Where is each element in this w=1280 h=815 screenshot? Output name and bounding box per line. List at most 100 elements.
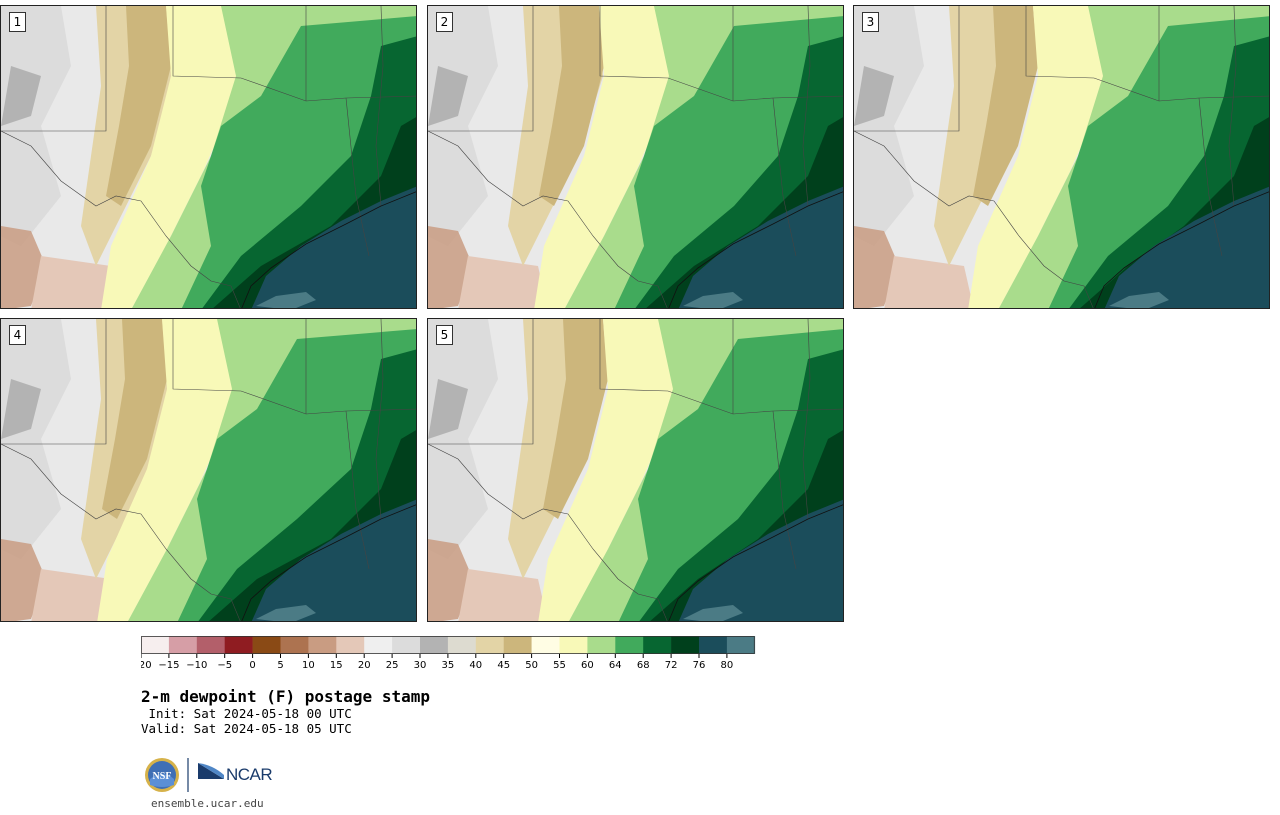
colorbar-swatch: [168, 636, 198, 654]
state-boundary: [1198, 97, 1223, 257]
international-boundary: [428, 443, 668, 621]
colorbar-tick-label: −5: [217, 660, 232, 671]
colorbar-tick-label: 76: [693, 660, 706, 671]
very-dry-region: [458, 569, 548, 621]
coastline: [241, 191, 416, 308]
colorbar-swatch: [392, 636, 421, 654]
logos: NSF: [145, 758, 224, 792]
moist-band-55: [534, 6, 674, 308]
colorbar-swatch: [420, 636, 449, 654]
map-panel-2: 2: [427, 5, 844, 309]
colorbar-swatch: [559, 636, 588, 654]
coastline: [241, 504, 416, 621]
colorbar-tick-label: −20: [141, 660, 152, 671]
gulf-moist-patch: [256, 292, 316, 308]
colorbar-swatch: [503, 636, 532, 654]
dry-region: [854, 6, 924, 246]
dry-region: [1, 319, 71, 559]
colorbar-tick-label: 55: [553, 660, 566, 671]
state-boundary: [1025, 6, 1269, 102]
dewpoint-map: [1, 6, 416, 308]
colorbar-tick-label: 20: [358, 660, 371, 671]
very-dry-region: [1, 539, 46, 621]
colorbar-swatch: [308, 636, 337, 654]
colorbar-swatch: [671, 636, 700, 654]
dry-region: [428, 379, 468, 439]
map-panel-1: 1: [0, 5, 417, 309]
colorbar-tick-label: 30: [414, 660, 427, 671]
moist-band-45: [539, 6, 604, 206]
gulf-moist-patch: [1109, 292, 1169, 308]
state-boundary: [172, 319, 416, 415]
very-dry-region: [31, 256, 121, 308]
colorbar-tick-label: 5: [277, 660, 283, 671]
coastline: [668, 504, 843, 621]
gulf-moist-patch: [256, 605, 316, 621]
panel-number-label: 3: [862, 12, 879, 32]
gulf-of-mexico: [251, 186, 416, 308]
colorbar-tick-label: 25: [386, 660, 399, 671]
colorbar-swatch: [447, 636, 477, 654]
nsf-logo-text: NSF: [153, 771, 172, 782]
state-boundary: [802, 6, 811, 207]
international-boundary: [854, 130, 1094, 308]
state-boundary: [599, 6, 843, 102]
colorbar-tick-label: −15: [158, 660, 179, 671]
colorbar-tick-label: 45: [497, 660, 510, 671]
state-boundary: [802, 319, 811, 520]
state-boundary: [375, 319, 384, 520]
gulf-moist-patch: [683, 605, 743, 621]
colorbar-swatch: [280, 636, 309, 654]
state-boundary: [345, 97, 370, 257]
dry-region: [428, 6, 498, 246]
international-boundary: [428, 130, 668, 308]
state-boundary: [428, 319, 534, 445]
colorbar-swatch: [475, 636, 504, 654]
colorbar-swatch: [643, 636, 672, 654]
dry-region: [428, 319, 498, 559]
moist-band-45: [106, 6, 171, 206]
ncar-logo-text: NCAR: [226, 765, 273, 784]
state-boundary: [1, 319, 107, 445]
international-boundary: [1, 443, 241, 621]
very-dry-region: [31, 569, 121, 621]
colorbar-tick-label: 80: [721, 660, 734, 671]
colorbar-tick-label: 40: [469, 660, 482, 671]
moist-band-45: [973, 6, 1038, 206]
colorbar-swatch: [726, 636, 756, 654]
gulf-moist-patch: [683, 292, 743, 308]
colorbar-tick-label: 10: [302, 660, 315, 671]
moist-band-55: [968, 6, 1108, 308]
state-boundary: [345, 410, 370, 570]
dewpoint-map: [854, 6, 1269, 308]
very-dry-region: [1, 226, 46, 308]
colorbar-tick-label: 60: [581, 660, 594, 671]
gulf-of-mexico: [678, 499, 843, 621]
colorbar-tick-label: 50: [525, 660, 538, 671]
state-boundary: [1228, 6, 1237, 207]
website-label: ensemble.ucar.edu: [151, 797, 264, 810]
init-time: Init: Sat 2024-05-18 00 UTC: [141, 706, 352, 721]
gulf-of-mexico: [251, 499, 416, 621]
dry-region: [428, 66, 468, 126]
colorbar-tick-label: 68: [637, 660, 650, 671]
colorbar-swatch: [336, 636, 365, 654]
gulf-of-mexico: [1104, 186, 1269, 308]
colorbar-tick-label: 0: [249, 660, 255, 671]
state-boundary: [599, 319, 843, 415]
nsf-logo: NSF: [145, 758, 179, 792]
state-boundary: [428, 6, 534, 132]
moist-band-45: [543, 319, 608, 519]
dry-region: [1, 6, 71, 246]
state-boundary: [772, 97, 797, 257]
state-boundary: [854, 6, 960, 132]
state-boundary: [772, 410, 797, 570]
state-boundary: [375, 6, 384, 207]
colorbar-swatch: [699, 636, 728, 654]
international-boundary: [1, 130, 241, 308]
very-dry-region: [428, 226, 473, 308]
colorbar-swatch: [364, 636, 393, 654]
colorbar-swatch: [196, 636, 225, 654]
colorbar-swatch: [587, 636, 616, 654]
moist-band-55: [101, 6, 241, 308]
